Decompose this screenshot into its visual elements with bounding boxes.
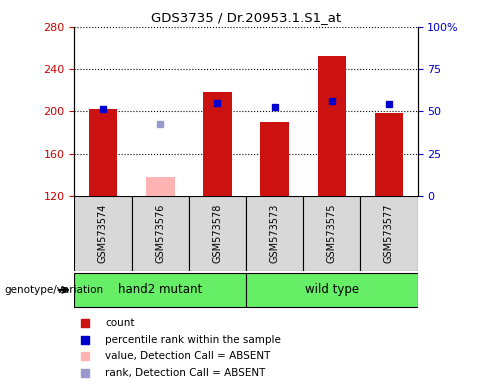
Text: GSM573578: GSM573578 (212, 204, 222, 263)
Bar (303, 196, 360, 271)
Bar (317, 56, 346, 196)
Bar (189, 196, 246, 271)
Text: GSM573574: GSM573574 (98, 204, 108, 263)
Text: rank, Detection Call = ABSENT: rank, Detection Call = ABSENT (105, 368, 265, 378)
Text: hand2 mutant: hand2 mutant (118, 283, 203, 296)
Text: percentile rank within the sample: percentile rank within the sample (105, 335, 281, 345)
Bar (246, 196, 303, 271)
Bar (203, 92, 232, 196)
Text: GSM573577: GSM573577 (384, 204, 394, 263)
Bar (74, 273, 246, 307)
Bar (260, 122, 289, 196)
Text: genotype/variation: genotype/variation (5, 285, 104, 295)
Bar (246, 273, 418, 307)
Bar (132, 196, 189, 271)
Bar (89, 109, 117, 196)
Text: wild type: wild type (305, 283, 359, 296)
Text: count: count (105, 318, 135, 328)
Bar (360, 196, 418, 271)
Bar (74, 196, 132, 271)
Title: GDS3735 / Dr.20953.1.S1_at: GDS3735 / Dr.20953.1.S1_at (151, 11, 341, 24)
Text: GSM573573: GSM573573 (270, 204, 279, 263)
Text: GSM573576: GSM573576 (155, 204, 165, 263)
Bar (375, 114, 403, 196)
Bar (146, 177, 175, 196)
Text: GSM573575: GSM573575 (327, 204, 337, 263)
Text: value, Detection Call = ABSENT: value, Detection Call = ABSENT (105, 351, 271, 361)
